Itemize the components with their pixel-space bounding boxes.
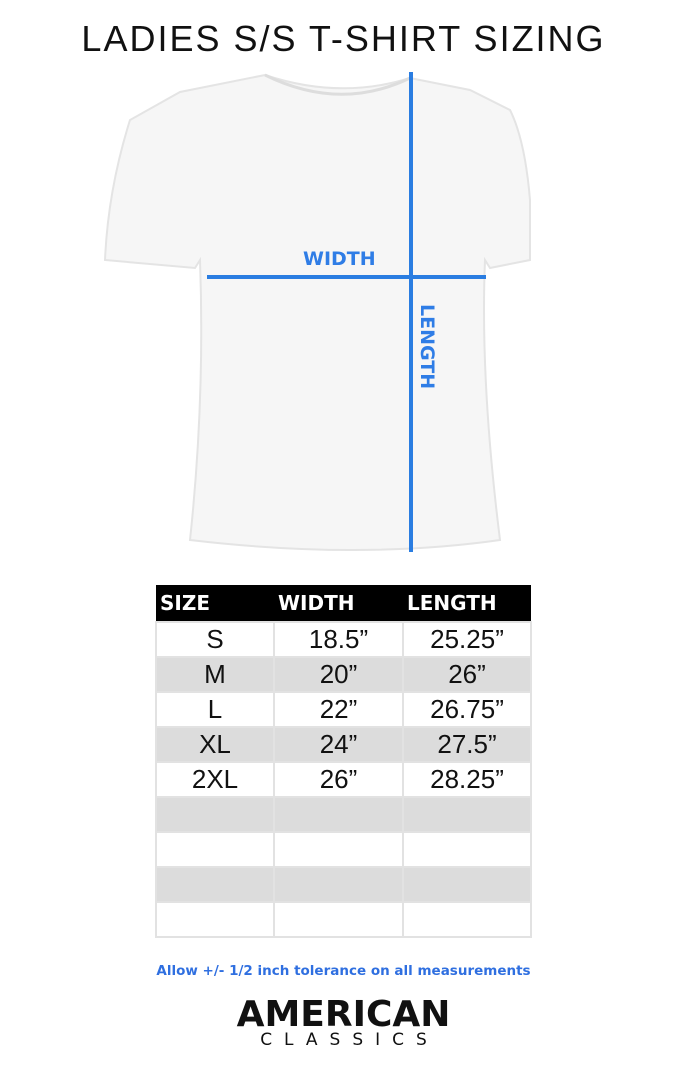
size-cell: S bbox=[155, 621, 275, 658]
table-row bbox=[155, 901, 532, 938]
width-cell bbox=[273, 831, 404, 868]
header-length: LENGTH bbox=[403, 585, 531, 622]
brand-logo-line1: AMERICAN bbox=[236, 994, 451, 1035]
table-row: S 18.5” 25.25” bbox=[155, 621, 532, 658]
table-row: XL 24” 27.5” bbox=[155, 726, 532, 763]
size-cell: XL bbox=[155, 726, 275, 763]
width-cell bbox=[273, 796, 404, 833]
width-cell: 26” bbox=[273, 761, 404, 798]
size-cell bbox=[155, 831, 275, 868]
table-row bbox=[155, 831, 532, 868]
width-cell: 22” bbox=[273, 691, 404, 728]
length-cell: 28.25” bbox=[402, 761, 532, 798]
table-row: M 20” 26” bbox=[155, 656, 532, 693]
length-cell: 25.25” bbox=[402, 621, 532, 658]
table-header: SIZE WIDTH LENGTH bbox=[156, 585, 531, 622]
size-cell: 2XL bbox=[155, 761, 275, 798]
table-row: 2XL 26” 28.25” bbox=[155, 761, 532, 798]
width-cell bbox=[273, 866, 404, 903]
width-cell: 18.5” bbox=[273, 621, 404, 658]
width-cell: 24” bbox=[273, 726, 404, 763]
size-cell bbox=[155, 796, 275, 833]
length-cell bbox=[402, 831, 532, 868]
size-table: SIZE WIDTH LENGTH S 18.5” 25.25” M 20” 26” L 22… bbox=[155, 585, 532, 938]
length-cell bbox=[402, 901, 532, 938]
brand-logo-line2: CLASSICS bbox=[260, 1030, 439, 1050]
length-cell bbox=[402, 796, 532, 833]
table-row bbox=[155, 796, 532, 833]
width-cell: 20” bbox=[273, 656, 404, 693]
table-row bbox=[155, 866, 532, 903]
size-cell bbox=[155, 901, 275, 938]
length-cell: 26.75” bbox=[402, 691, 532, 728]
header-width: WIDTH bbox=[274, 585, 403, 622]
page-title: LADIES S/S T-SHIRT SIZING bbox=[81, 18, 606, 59]
size-cell: M bbox=[155, 656, 275, 693]
length-cell: 26” bbox=[402, 656, 532, 693]
length-cell bbox=[402, 866, 532, 903]
size-cell bbox=[155, 866, 275, 903]
length-cell: 27.5” bbox=[402, 726, 532, 763]
tshirt-diagram bbox=[103, 72, 531, 552]
size-cell: L bbox=[155, 691, 275, 728]
tshirt-shape bbox=[103, 73, 531, 551]
table-row: L 22” 26.75” bbox=[155, 691, 532, 728]
header-size: SIZE bbox=[156, 585, 274, 622]
tolerance-note: Allow +/- 1/2 inch tolerance on all meas… bbox=[156, 963, 531, 979]
width-label: WIDTH bbox=[303, 248, 376, 270]
width-cell bbox=[273, 901, 404, 938]
length-label: LENGTH bbox=[416, 304, 438, 390]
